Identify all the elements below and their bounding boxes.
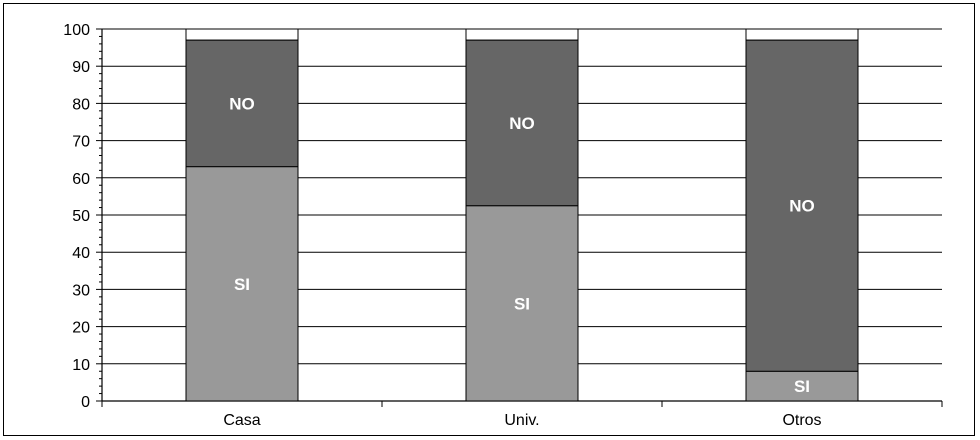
y-tick-label-60: 60 bbox=[72, 171, 90, 188]
bar-label-SI-Casa: SI bbox=[234, 275, 250, 294]
y-tick-label-50: 50 bbox=[72, 208, 90, 225]
y-tick-label-80: 80 bbox=[72, 96, 90, 113]
bar-top-cap-Casa bbox=[185, 28, 299, 41]
y-tick-label-100: 100 bbox=[63, 22, 90, 39]
y-tick-label-10: 10 bbox=[72, 357, 90, 374]
bar-top-cap-Otros bbox=[745, 28, 859, 41]
bar-SI-Univ. bbox=[465, 205, 579, 402]
bar-SI-Otros bbox=[745, 370, 859, 402]
bar-top-cap-Univ. bbox=[465, 28, 579, 41]
bar-NO-Otros bbox=[745, 39, 859, 372]
bar-NO-Univ. bbox=[465, 39, 579, 207]
y-tick-label-40: 40 bbox=[72, 245, 90, 262]
bar-SI-Casa bbox=[185, 166, 299, 402]
x-tick-label-Casa: Casa bbox=[223, 412, 260, 429]
bar-label-NO-Otros: NO bbox=[789, 197, 815, 216]
bar-label-SI-Otros: SI bbox=[794, 377, 810, 396]
x-tick-label-Otros: Otros bbox=[782, 412, 821, 429]
y-tick-label-90: 90 bbox=[72, 59, 90, 76]
bar-label-NO-Casa: NO bbox=[229, 94, 255, 113]
y-tick-label-30: 30 bbox=[72, 282, 90, 299]
x-tick-label-Univ.: Univ. bbox=[504, 412, 539, 429]
bar-label-SI-Univ.: SI bbox=[514, 294, 530, 313]
bar-label-NO-Univ.: NO bbox=[509, 114, 535, 133]
y-tick-label-70: 70 bbox=[72, 134, 90, 151]
bar-NO-Casa bbox=[185, 39, 299, 168]
y-tick-label-0: 0 bbox=[81, 394, 90, 411]
y-tick-label-20: 20 bbox=[72, 320, 90, 337]
